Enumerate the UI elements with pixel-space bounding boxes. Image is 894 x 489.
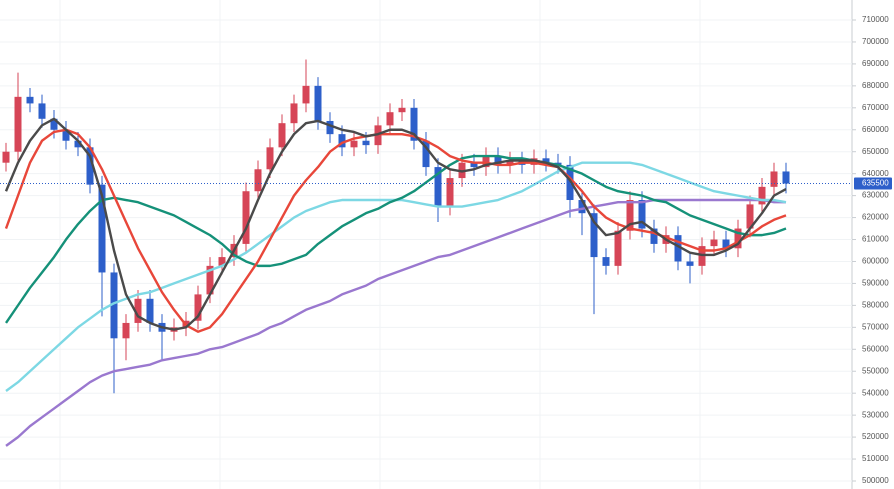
- candle-body: [314, 85, 322, 121]
- candle-body: [98, 184, 106, 273]
- last-price-box: [854, 177, 892, 190]
- y-tick-label: 710000: [862, 15, 889, 24]
- candle-body: [350, 140, 358, 148]
- candle-body: [758, 186, 766, 205]
- y-tick-label: 660000: [862, 125, 889, 134]
- candle-body: [290, 103, 298, 124]
- candle-body: [386, 112, 394, 126]
- y-tick-label: 640000: [862, 169, 889, 178]
- y-tick-label: 690000: [862, 59, 889, 68]
- candle-body: [242, 191, 250, 244]
- candle-body: [650, 228, 658, 244]
- candle-body: [470, 162, 478, 168]
- y-tick-label: 580000: [862, 300, 889, 309]
- candle-body: [362, 140, 370, 146]
- candle-body: [746, 204, 754, 229]
- candle-body: [206, 265, 214, 295]
- candle-body: [14, 96, 22, 152]
- last-price-label: 635500: [862, 179, 889, 188]
- candle-body: [506, 160, 514, 165]
- candle-body: [194, 294, 202, 321]
- y-tick-label: 500000: [862, 476, 889, 485]
- candle-body: [62, 129, 70, 141]
- candle-body: [602, 257, 610, 266]
- y-tick-label: 670000: [862, 103, 889, 112]
- candle-body: [122, 322, 130, 339]
- candle-body: [278, 123, 286, 148]
- candle-body: [74, 140, 82, 148]
- y-tick-label: 560000: [862, 344, 889, 353]
- candle-body: [326, 120, 334, 135]
- y-tick-label: 530000: [862, 410, 889, 419]
- candle-body: [722, 239, 730, 249]
- y-tick-label: 540000: [862, 388, 889, 397]
- y-tick-label: 700000: [862, 37, 889, 46]
- candle-body: [2, 151, 10, 163]
- y-tick-label: 600000: [862, 257, 889, 266]
- y-tick-label: 590000: [862, 279, 889, 288]
- candle-body: [50, 118, 58, 130]
- candle-body: [638, 200, 646, 229]
- y-tick-label: 610000: [862, 235, 889, 244]
- candle-body: [26, 96, 34, 104]
- candle-body: [614, 230, 622, 266]
- candle-body: [734, 228, 742, 249]
- candle-body: [134, 298, 142, 323]
- moving-average-line: [5, 154, 787, 324]
- candle-body: [218, 257, 226, 266]
- y-tick-label: 570000: [862, 322, 889, 331]
- candle-body: [542, 158, 550, 163]
- candle-body: [626, 200, 634, 231]
- y-tick-label: 620000: [862, 213, 889, 222]
- y-tick-label: 550000: [862, 366, 889, 375]
- candle-body: [674, 235, 682, 262]
- y-tick-label: 650000: [862, 147, 889, 156]
- candle-body: [38, 103, 46, 119]
- grid: [59, 0, 701, 489]
- y-tick-label: 520000: [862, 432, 889, 441]
- candle-body: [494, 156, 502, 165]
- candle-body: [254, 169, 262, 192]
- candle-body: [770, 171, 778, 187]
- candle-body: [578, 200, 586, 214]
- candle-body: [302, 85, 310, 104]
- y-tick-label: 630000: [862, 191, 889, 200]
- candle-body: [410, 107, 418, 141]
- candle-body: [146, 298, 154, 323]
- y-tick-label: 510000: [862, 454, 889, 463]
- moving-average-line: [4, 117, 787, 331]
- candle-body: [446, 178, 454, 207]
- candle-body: [398, 107, 406, 113]
- candle-body: [86, 147, 94, 185]
- candle-body: [338, 134, 346, 148]
- candle-body: [686, 261, 694, 266]
- candle-body: [110, 272, 118, 339]
- candle-body: [266, 147, 274, 170]
- candle-body: [434, 167, 442, 207]
- candle-body: [782, 171, 790, 184]
- candle-body: [710, 239, 718, 247]
- candle-body: [422, 140, 430, 168]
- candle-body: [590, 213, 598, 258]
- y-tick-label: 680000: [862, 81, 889, 90]
